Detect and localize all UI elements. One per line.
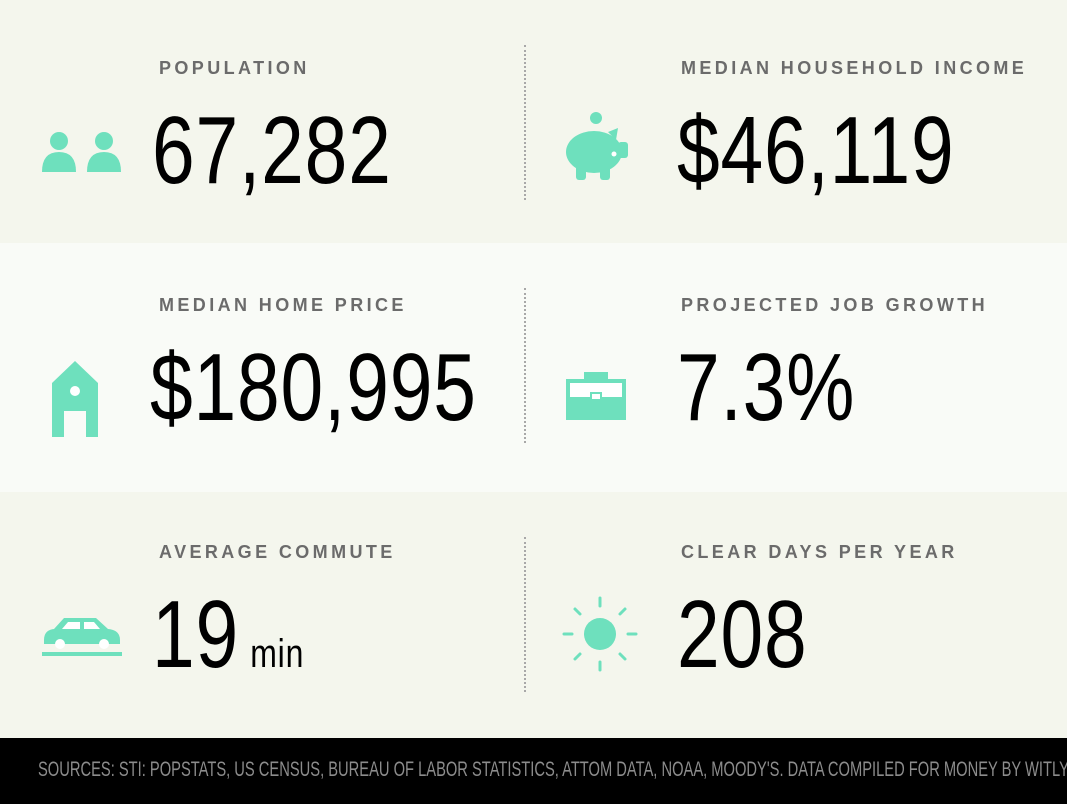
stat-value: 208 xyxy=(677,581,808,688)
divider xyxy=(524,45,526,200)
car-icon xyxy=(42,618,122,656)
commute-unit: min xyxy=(250,632,305,676)
sources-footer: SOURCES: STI: POPSTATS, US CENSUS, BUREA… xyxy=(0,738,1067,804)
briefcase-icon xyxy=(566,372,626,420)
stat-clear-days: CLEAR DAYS PER YEAR 208 xyxy=(522,494,1022,694)
stat-label: POPULATION xyxy=(159,58,310,78)
stat-value: 67,282 xyxy=(152,97,392,204)
stat-median-household-income: MEDIAN HOUSEHOLD INCOME $46,119 xyxy=(522,10,1024,210)
sun-icon xyxy=(562,596,638,672)
row-1: POPULATION 67,282 MEDIAN HOUSEHOLD INCOM… xyxy=(0,0,1067,243)
piggy-bank-icon xyxy=(566,112,628,180)
stat-value: $46,119 xyxy=(677,97,955,204)
row-2: MEDIAN HOME PRICE $180,995 PROJECTED JOB… xyxy=(0,243,1067,492)
stat-value: $180,995 xyxy=(150,334,477,441)
stat-label: PROJECTED JOB GROWTH xyxy=(681,295,989,315)
stat-label: AVERAGE COMMUTE xyxy=(159,542,396,562)
stat-value: 19 min xyxy=(152,582,304,688)
divider xyxy=(524,288,526,443)
stat-value: 7.3% xyxy=(677,334,856,441)
stat-label: CLEAR DAYS PER YEAR xyxy=(681,542,958,562)
divider xyxy=(524,537,526,692)
house-icon xyxy=(52,361,98,437)
stat-population: POPULATION 67,282 xyxy=(0,10,500,210)
commute-value: 19 xyxy=(152,581,240,688)
stat-median-home-price: MEDIAN HOME PRICE $180,995 xyxy=(0,247,500,447)
stat-label: MEDIAN HOME PRICE xyxy=(159,295,407,315)
stat-projected-job-growth: PROJECTED JOB GROWTH 7.3% xyxy=(522,247,1022,447)
row-3: AVERAGE COMMUTE 19 min CLEAR DAYS PER YEA… xyxy=(0,492,1067,738)
people-icon xyxy=(42,132,121,172)
sources-text: SOURCES: STI: POPSTATS, US CENSUS, BUREA… xyxy=(38,758,1067,781)
stat-label: MEDIAN HOUSEHOLD INCOME xyxy=(681,58,1028,78)
stat-average-commute: AVERAGE COMMUTE 19 min xyxy=(0,494,500,694)
